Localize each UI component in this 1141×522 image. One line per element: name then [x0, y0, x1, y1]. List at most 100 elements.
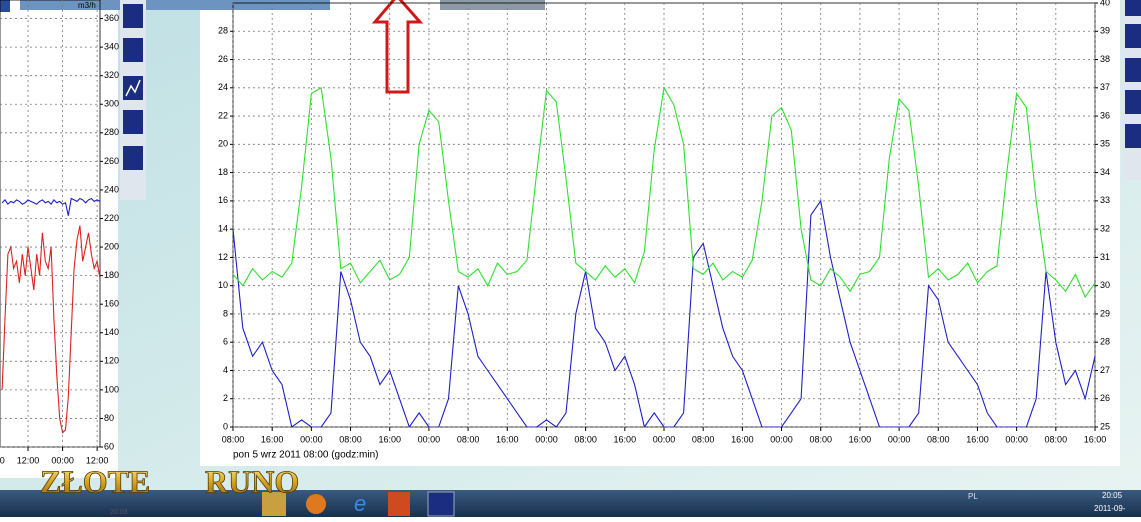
taskbar-icon[interactable]: [428, 492, 454, 516]
y2-tick-label: 26: [1100, 393, 1110, 403]
x-tick-label: 08:00: [457, 434, 480, 444]
icon: [0, 0, 10, 12]
x-tick-label: 00:00: [653, 434, 676, 444]
x-tick-label: 00:00: [535, 434, 558, 444]
toolbar-right: [1122, 0, 1141, 180]
y-tick-label: 280: [104, 127, 119, 137]
y-tick-label: 160: [104, 299, 119, 309]
tool-button[interactable]: [123, 110, 143, 134]
x-tick-label: 08:00: [574, 434, 597, 444]
y-tick-label: 360: [104, 13, 119, 23]
x-tick-label: 16:00: [1084, 434, 1107, 444]
y-tick-label: 2: [223, 393, 228, 403]
x-tick-label: 16:00: [966, 434, 989, 444]
x-tick-label: 16:00: [378, 434, 401, 444]
y-tick-label: 28: [218, 26, 228, 36]
x-tick-label: 16:00: [614, 434, 637, 444]
page: {"chart_data": [ {"type": "line", "y_lab…: [0, 0, 1141, 517]
y2-tick-label: 40: [1100, 0, 1110, 7]
y-tick-label: 16: [218, 195, 228, 205]
toolbar-left: [120, 0, 146, 200]
y-tick-label: 4: [223, 365, 228, 375]
y-tick-label: 10: [218, 280, 228, 290]
y-tick-label: 260: [104, 156, 119, 166]
tool-button[interactable]: [123, 38, 143, 62]
y2-tick-label: 39: [1100, 26, 1110, 36]
taskbar-icon[interactable]: [306, 494, 326, 514]
x-tick-label: 08:00: [339, 434, 362, 444]
tool-button[interactable]: [123, 146, 143, 170]
y-axis-label: m3/h: [78, 1, 96, 10]
y2-tick-label: 28: [1100, 337, 1110, 347]
x-tick-label: 16:00: [731, 434, 754, 444]
logo: RUNO: [205, 463, 299, 499]
tool-button[interactable]: [1125, 24, 1141, 48]
y2-tick-label: 32: [1100, 224, 1110, 234]
y-tick-label: 12: [218, 252, 228, 262]
tool-button[interactable]: [123, 4, 143, 28]
y2-tick-label: 27: [1100, 365, 1110, 375]
x-tick-label: 00:00: [300, 434, 323, 444]
x-tick-label: 12:00: [17, 455, 40, 465]
y-tick-label: 20: [218, 139, 228, 149]
logo: ZŁOTE: [40, 463, 150, 499]
x-tick-label: 00:00: [51, 455, 74, 465]
y2-tick-label: 36: [1100, 110, 1110, 120]
window-clock: 20:03: [110, 509, 128, 516]
screen: e 20:03 ZŁOTE RUNO PL 20:05 2011-09- 00:…: [0, 0, 1141, 517]
y-tick-label: 6: [223, 337, 228, 347]
y-tick-label: 320: [104, 70, 119, 80]
y-tick-label: 120: [104, 356, 119, 366]
y-tick-label: 22: [218, 110, 228, 120]
y-tick-label: 14: [218, 224, 228, 234]
window-strip: [20, 0, 330, 10]
tray-date: 2011-09-: [1094, 504, 1126, 513]
tool-button[interactable]: [1125, 58, 1141, 82]
chart-subtitle: pon 5 wrz 2011 08:00 (godz:min): [233, 450, 378, 461]
y-tick-label: 80: [104, 413, 114, 423]
x-tick-label: 00:00: [418, 434, 441, 444]
browser-icon[interactable]: e: [354, 491, 366, 516]
y2-tick-label: 31: [1100, 252, 1110, 262]
y-tick-label: 140: [104, 327, 119, 337]
x-tick-label: 08:00: [927, 434, 950, 444]
y-tick-label: 100: [104, 384, 119, 394]
y-tick-label: 0: [223, 421, 228, 431]
y-tick-label: 180: [104, 270, 119, 280]
y-tick-label: 240: [104, 184, 119, 194]
x-tick-label: 08:00: [692, 434, 715, 444]
tool-button[interactable]: [1125, 124, 1141, 148]
tray-time: 20:05: [1102, 491, 1123, 500]
y2-tick-label: 37: [1100, 82, 1110, 92]
tool-button[interactable]: [1125, 0, 1141, 16]
y2-tick-label: 29: [1100, 308, 1110, 318]
x-tick-label: 08:00: [222, 434, 245, 444]
taskbar-icon[interactable]: [388, 492, 410, 516]
y-tick-label: 340: [104, 42, 119, 52]
y-tick-label: 26: [218, 54, 228, 64]
tray-language[interactable]: PL: [968, 492, 978, 501]
y2-tick-label: 30: [1100, 280, 1110, 290]
y-tick-label: 24: [218, 82, 228, 92]
x-tick-label: 16:00: [849, 434, 872, 444]
y2-tick-label: 33: [1100, 195, 1110, 205]
x-tick-label: 08:00: [809, 434, 832, 444]
x-tick-label: 08:00: [1045, 434, 1068, 444]
x-tick-label: 00:00: [0, 455, 5, 465]
y-tick-label: 18: [218, 167, 228, 177]
y2-tick-label: 38: [1100, 54, 1110, 64]
x-tick-label: 00:00: [1005, 434, 1028, 444]
y2-tick-label: 25: [1100, 421, 1110, 431]
y-tick-label: 300: [104, 99, 119, 109]
y-tick-label: 200: [104, 241, 119, 251]
y-tick-label: 60: [104, 441, 114, 451]
y2-tick-label: 35: [1100, 139, 1110, 149]
x-tick-label: 12:00: [86, 455, 109, 465]
y2-tick-label: 34: [1100, 167, 1110, 177]
window-strip: [440, 0, 545, 10]
x-tick-label: 16:00: [261, 434, 284, 444]
y-tick-label: 220: [104, 213, 119, 223]
y-tick-label: 8: [223, 308, 228, 318]
x-tick-label: 16:00: [496, 434, 519, 444]
tool-button[interactable]: [1125, 90, 1141, 114]
